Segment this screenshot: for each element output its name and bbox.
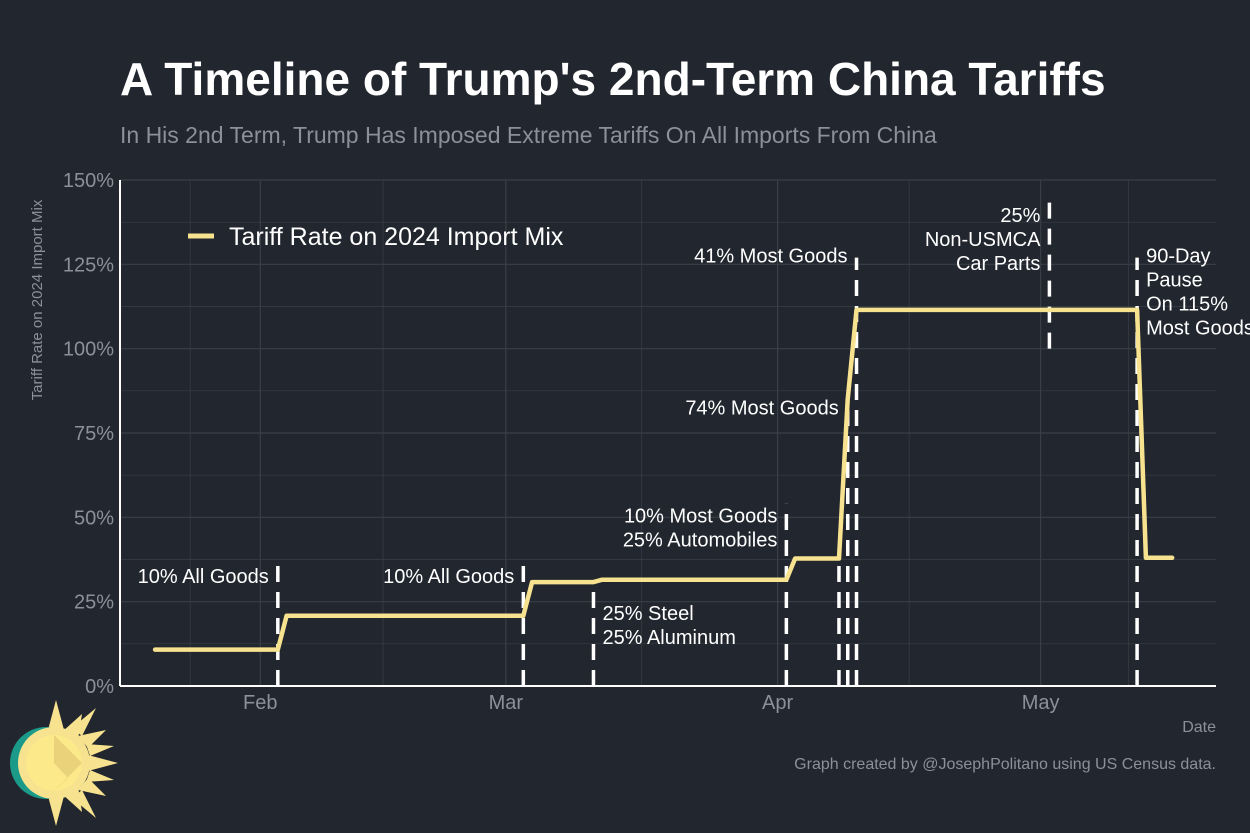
event-label: 25%	[1000, 205, 1040, 227]
event-label: 25% Automobiles	[623, 529, 778, 551]
series-line	[152, 307, 1175, 652]
x-axis-label: Date	[1182, 719, 1216, 736]
event-label: Car Parts	[956, 253, 1040, 275]
legend-label: Tariff Rate on 2024 Import Mix	[229, 223, 564, 251]
event-label: On 115%	[1146, 294, 1228, 316]
x-tick-label: Mar	[489, 692, 524, 714]
chart-subtitle: In His 2nd Term, Trump Has Imposed Extre…	[120, 122, 937, 148]
y-tick-label: 50%	[74, 507, 114, 529]
y-tick-label: 100%	[63, 339, 114, 361]
x-tick-label: Feb	[243, 692, 277, 714]
event-label: Pause	[1146, 270, 1203, 292]
event-label: 10% All Goods	[138, 566, 269, 588]
chart-title: A Timeline of Trump's 2nd-Term China Tar…	[120, 53, 1106, 105]
x-tick-label: May	[1022, 692, 1060, 714]
grid	[120, 179, 1216, 687]
y-tick-label: 125%	[63, 254, 114, 276]
y-axis-label: Tariff Rate on 2024 Import Mix	[29, 199, 46, 400]
y-tick-label: 75%	[74, 423, 114, 445]
legend: Tariff Rate on 2024 Import Mix	[188, 223, 564, 251]
event-label: Most Goods	[1146, 318, 1250, 340]
y-tick-label: 0%	[85, 676, 114, 698]
axes	[119, 180, 1216, 687]
y-tick-label: 25%	[74, 592, 114, 614]
x-tick-label: Apr	[762, 692, 793, 714]
series-layer	[152, 307, 1175, 652]
event-label: 10% All Goods	[383, 566, 514, 588]
event-label: 41% Most Goods	[694, 246, 847, 268]
event-label: 25% Steel	[602, 603, 693, 625]
y-axis-ticks: 0% 25% 50% 75% 100% 125% 150%	[63, 170, 114, 698]
sun-logo-icon	[10, 700, 118, 826]
x-axis-ticks: Feb Mar Apr May	[243, 692, 1059, 714]
event-label: 10% Most Goods	[624, 505, 777, 527]
event-label: Non-USMCA	[925, 229, 1041, 251]
event-label: 90-Day	[1146, 246, 1210, 268]
event-label: 74% Most Goods	[685, 397, 838, 419]
source-caption: Graph created by @JosephPolitano using U…	[794, 756, 1216, 773]
event-label: 25% Aluminum	[602, 627, 735, 649]
y-tick-label: 150%	[63, 170, 114, 192]
